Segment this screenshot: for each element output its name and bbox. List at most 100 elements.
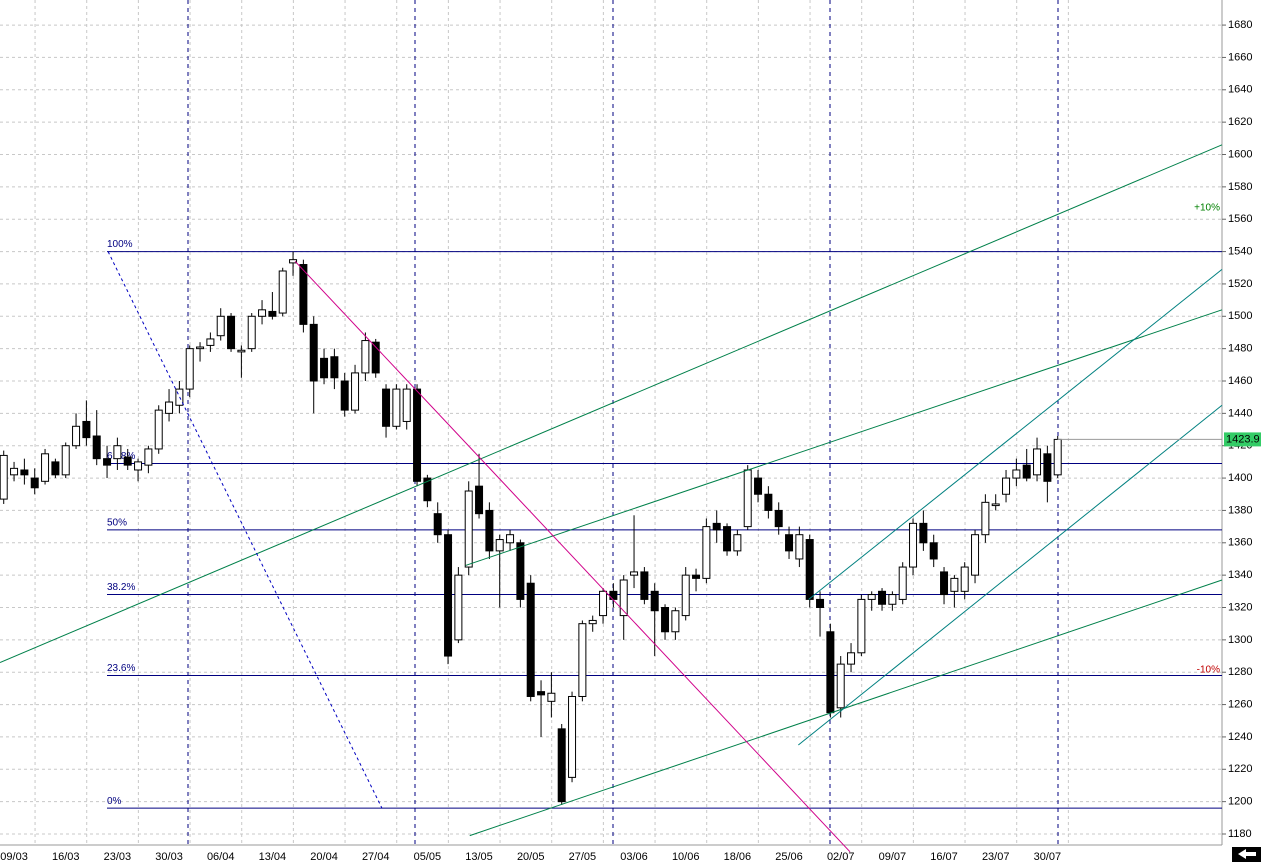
candle-body	[278, 270, 287, 314]
y-tick-label: 1340	[1228, 569, 1252, 581]
x-tick-label: 05/05	[414, 851, 442, 863]
candle-body	[330, 356, 339, 379]
candle-body	[568, 695, 577, 778]
candle-body	[165, 401, 174, 414]
y-tick-label: 1400	[1228, 472, 1252, 484]
candle-body	[878, 590, 887, 605]
trendline	[469, 579, 1223, 837]
candle-body	[144, 448, 153, 466]
candle-body	[506, 534, 515, 544]
y-tick-label: 1320	[1228, 601, 1252, 613]
y-tick-label: 1500	[1228, 310, 1252, 322]
candle-body	[588, 619, 597, 625]
candle-body	[857, 598, 866, 654]
candle-body	[723, 526, 732, 552]
y-tick-label: 1660	[1228, 51, 1252, 63]
x-tick-label: 09/03	[0, 851, 28, 863]
candle-body	[888, 594, 897, 605]
candle-body	[444, 534, 453, 657]
y-tick-label: 1240	[1228, 731, 1252, 743]
candle-body	[898, 566, 907, 600]
candle-body	[216, 315, 225, 337]
candle-body	[320, 357, 329, 379]
candle-body	[196, 346, 205, 350]
candle-body	[10, 467, 19, 476]
candle-body	[981, 501, 990, 536]
candle-body	[816, 598, 825, 609]
candle-body	[557, 728, 566, 803]
candle-body	[340, 380, 349, 411]
candle-body	[919, 522, 928, 544]
y-tick-label: 1680	[1228, 19, 1252, 31]
candle-body	[103, 458, 112, 466]
candle-body	[692, 574, 701, 579]
candle-body	[743, 469, 752, 528]
candle-body	[361, 340, 370, 374]
fib-label: 38.2%	[107, 582, 135, 593]
x-tick-label: 23/03	[104, 851, 132, 863]
candle-body	[206, 338, 215, 346]
trendline	[465, 309, 1223, 566]
x-tick-label: 10/06	[672, 851, 700, 863]
x-tick-label: 02/07	[827, 851, 855, 863]
candle-body	[1022, 464, 1031, 479]
candle-body	[433, 513, 442, 536]
x-tick-label: 18/06	[724, 851, 752, 863]
fib-label: 0%	[107, 796, 122, 807]
candle-body	[661, 607, 670, 633]
candle-body	[154, 409, 163, 450]
candle-body	[960, 566, 969, 592]
candle-body	[733, 534, 742, 552]
y-tick-label: 1280	[1228, 666, 1252, 678]
candle-body	[20, 469, 29, 476]
candle-body	[764, 493, 773, 511]
candle-body	[382, 388, 391, 427]
annotation: -10%	[1197, 665, 1220, 676]
y-tick-label: 1300	[1228, 634, 1252, 646]
candle-body	[227, 315, 236, 350]
candle-body	[526, 582, 535, 697]
fib-label: 100%	[107, 239, 133, 250]
trendline	[294, 260, 851, 853]
candle-body	[805, 539, 814, 600]
candle-body	[671, 610, 680, 633]
last-price-box	[1224, 432, 1261, 447]
y-tick-label: 1520	[1228, 278, 1252, 290]
candle-body	[702, 526, 711, 579]
x-tick-label: 20/05	[517, 851, 545, 863]
candle-body	[30, 477, 39, 489]
x-tick-label: 03/06	[620, 851, 648, 863]
y-tick-label: 1560	[1228, 213, 1252, 225]
candle-body	[454, 574, 463, 641]
candle-body	[754, 477, 763, 495]
candle-body	[299, 264, 308, 325]
candle-body	[402, 388, 411, 422]
x-tick-label: 25/06	[775, 851, 803, 863]
candle-body	[237, 349, 246, 353]
candle-body	[795, 534, 804, 560]
y-tick-label: 1200	[1228, 796, 1252, 808]
candle-body	[351, 372, 360, 411]
candle-body	[547, 692, 556, 702]
candle-body	[630, 571, 639, 576]
trendline	[808, 268, 1223, 600]
y-tick-label: 1480	[1228, 343, 1252, 355]
fib-label: 23.6%	[107, 663, 135, 674]
candle-body	[929, 542, 938, 560]
x-tick-label: 06/04	[207, 851, 235, 863]
candle-body	[289, 259, 298, 264]
candle-body	[640, 571, 649, 600]
candle-body	[681, 574, 690, 617]
y-tick-label: 1180	[1228, 828, 1252, 840]
y-tick-label: 1600	[1228, 148, 1252, 160]
candle-body	[0, 454, 8, 500]
x-tick-label: 09/07	[879, 851, 907, 863]
candle-body	[1012, 469, 1021, 479]
candle-body	[599, 590, 608, 617]
y-tick-label: 1620	[1228, 116, 1252, 128]
trendline	[0, 144, 1223, 663]
y-tick-label: 1220	[1228, 763, 1252, 775]
y-tick-label: 1260	[1228, 698, 1252, 710]
candle-body	[650, 590, 659, 612]
